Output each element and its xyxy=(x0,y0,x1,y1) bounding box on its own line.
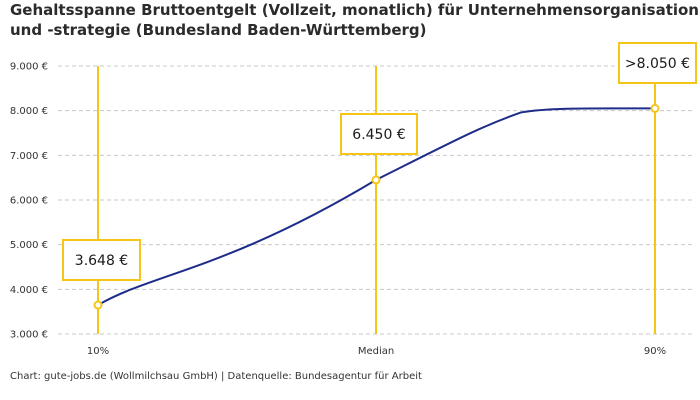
chart-title-line-2: und -strategie (Bundesland Baden-Württem… xyxy=(10,21,427,39)
data-label-frame xyxy=(340,113,418,155)
data-label: 3.648 € xyxy=(75,253,128,269)
x-axis-ticks: 10% Median 90% xyxy=(87,346,666,357)
chart-title: Gehaltsspanne Bruttoentgelt (Vollzeit, m… xyxy=(10,0,699,40)
salary-series xyxy=(97,107,656,306)
data-point xyxy=(650,103,660,113)
data-labels: 3.648 € 6.450 € >8.050 € xyxy=(62,42,697,281)
data-label-frame xyxy=(618,42,697,84)
y-tick-label: 4.000 € xyxy=(10,285,48,296)
x-tick-label: 10% xyxy=(87,346,109,357)
data-label-box: >8.050 € xyxy=(618,42,697,84)
x-tick-label: Median xyxy=(358,346,394,357)
x-tick-label: 90% xyxy=(644,346,666,357)
y-tick-label: 8.000 € xyxy=(10,106,48,117)
y-axis-ticks: 3.000 € 4.000 € 5.000 € 6.000 € 7.000 € 8.000… xyxy=(10,62,48,341)
data-label-box: 3.648 € xyxy=(62,239,141,281)
chart-title-line-1: Gehaltsspanne Bruttoentgelt (Vollzeit, m… xyxy=(10,1,699,19)
chart-source: Chart: gute-jobs.de (Wollmilchsau GmbH) … xyxy=(10,371,422,382)
data-points xyxy=(93,103,660,310)
data-label: >8.050 € xyxy=(625,56,690,72)
y-tick-label: 5.000 € xyxy=(10,240,48,251)
y-tick-label: 9.000 € xyxy=(10,62,48,73)
y-tick-label: 7.000 € xyxy=(10,151,48,162)
data-point xyxy=(93,300,103,310)
y-tick-label: 3.000 € xyxy=(10,330,48,341)
data-point xyxy=(371,175,381,185)
data-label-box: 6.450 € xyxy=(340,113,418,155)
salary-line xyxy=(97,107,656,306)
data-label: 6.450 € xyxy=(352,127,405,143)
y-tick-label: 6.000 € xyxy=(10,196,48,207)
data-label-frame xyxy=(62,239,141,281)
